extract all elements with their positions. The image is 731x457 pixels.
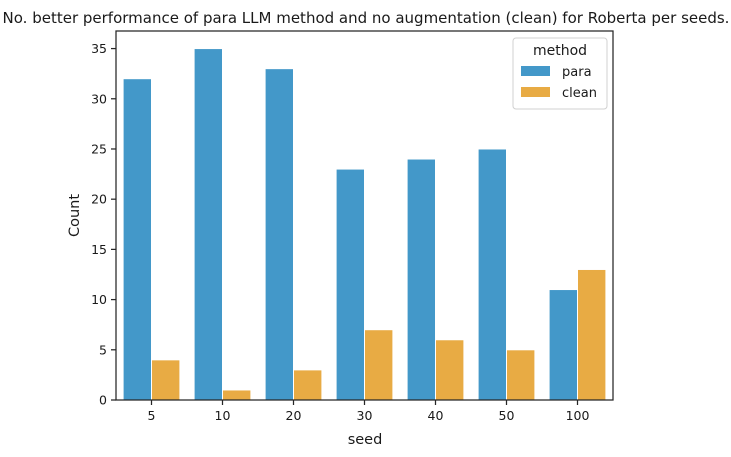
y-tick-label: 20: [91, 192, 107, 207]
x-tick-label: 20: [286, 408, 302, 423]
x-tick-label: 50: [499, 408, 515, 423]
bar-clean-40: [435, 339, 465, 401]
legend-title: method: [533, 43, 587, 59]
y-axis-ticks: 0 5 10 15 20 25 30 35: [91, 41, 116, 408]
legend-label-para: para: [562, 65, 592, 80]
y-axis-label: Count: [67, 194, 83, 237]
bar-para-30: [335, 168, 366, 401]
legend-swatch-para: [521, 66, 550, 76]
y-tick-label: 0: [99, 393, 107, 408]
x-axis-ticks: 5 10 20 30 40 50 100: [148, 400, 590, 423]
x-axis-label: seed: [348, 432, 383, 448]
legend-swatch-clean: [521, 87, 550, 97]
x-tick-label: 40: [428, 408, 444, 423]
x-tick-label: 100: [566, 408, 590, 423]
bar-para-40: [406, 158, 437, 401]
y-tick-label: 30: [91, 91, 107, 106]
legend: method para clean: [512, 37, 608, 110]
bar-para-20: [264, 68, 295, 401]
x-tick-label: 10: [215, 408, 231, 423]
bar-clean-5: [151, 359, 181, 401]
bar-clean-20: [293, 369, 323, 401]
bar-clean-100: [577, 268, 607, 401]
bar-clean-50: [506, 349, 536, 401]
y-tick-label: 35: [91, 41, 107, 56]
y-tick-label: 10: [91, 292, 107, 307]
bar-clean-30: [364, 329, 394, 401]
x-tick-label: 30: [357, 408, 373, 423]
y-tick-label: 15: [91, 242, 107, 257]
legend-label-clean: clean: [562, 86, 597, 101]
chart-title: No. better performance of para LLM metho…: [3, 9, 730, 27]
bar-para-10: [193, 48, 224, 401]
bar-clean-10: [222, 389, 252, 401]
bar-para-50: [477, 148, 508, 401]
x-tick-label: 5: [148, 408, 156, 423]
bars-layer: [122, 48, 607, 401]
y-tick-label: 25: [91, 141, 107, 156]
bar-para-100: [548, 289, 578, 401]
y-tick-label: 5: [99, 342, 107, 357]
bar-para-5: [122, 78, 152, 401]
